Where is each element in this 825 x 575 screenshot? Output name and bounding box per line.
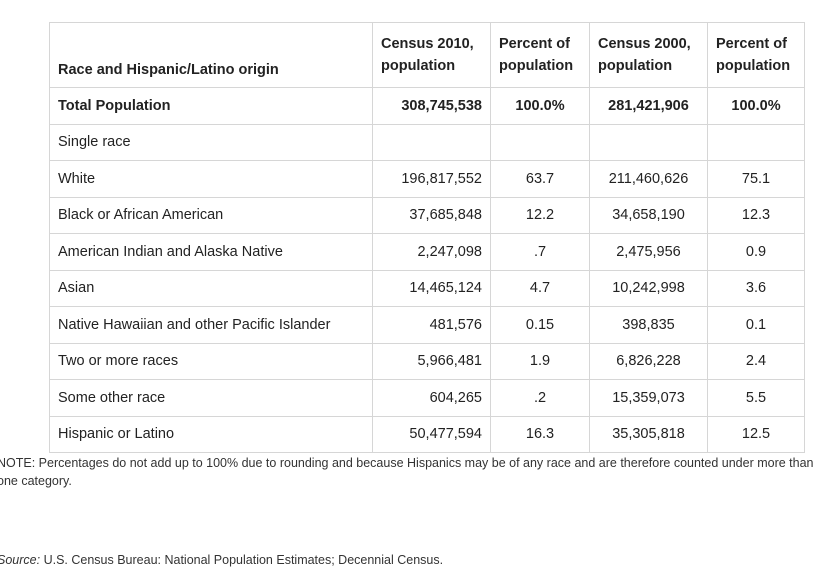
cell-census-2010: 308,745,538 — [372, 87, 491, 125]
table-row: Asian 14,465,124 4.7 10,242,998 3.6 — [49, 269, 805, 307]
cell-census-2000: 35,305,818 — [589, 415, 708, 453]
cell-census-2000: 34,658,190 — [589, 196, 708, 234]
cell-percent-2000: 12.3 — [707, 196, 805, 234]
cell-census-2010: 37,685,848 — [372, 196, 491, 234]
census-table: Race and Hispanic/Latino origin Census 2… — [49, 22, 805, 453]
cell-census-2010: 14,465,124 — [372, 269, 491, 307]
cell-census-2000: 211,460,626 — [589, 160, 708, 198]
cell-census-2010: 481,576 — [372, 306, 491, 344]
table-row: Some other race 604,265 .2 15,359,073 5.… — [49, 379, 805, 417]
header-percent-2000: Percent of population — [707, 22, 805, 88]
table-row: Total Population 308,745,538 100.0% 281,… — [49, 87, 805, 125]
row-label: Two or more races — [49, 342, 373, 380]
table-row: Two or more races 5,966,481 1.9 6,826,22… — [49, 342, 805, 380]
row-label: Asian — [49, 269, 373, 307]
row-label: Single race — [49, 123, 373, 161]
source-text: U.S. Census Bureau: National Population … — [43, 553, 444, 567]
cell-census-2000: 10,242,998 — [589, 269, 708, 307]
cell-percent-2010: 1.9 — [490, 342, 590, 380]
row-label: Native Hawaiian and other Pacific Island… — [49, 306, 373, 344]
table-row: American Indian and Alaska Native 2,247,… — [49, 233, 805, 271]
cell-census-2000: 398,835 — [589, 306, 708, 344]
cell-census-2010 — [372, 123, 491, 161]
cell-percent-2000: 2.4 — [707, 342, 805, 380]
header-race-origin: Race and Hispanic/Latino origin — [49, 22, 373, 88]
row-label: Hispanic or Latino — [49, 415, 373, 453]
cell-census-2000: 2,475,956 — [589, 233, 708, 271]
table-row: Hispanic or Latino 50,477,594 16.3 35,30… — [49, 415, 805, 453]
table-row: Single race — [49, 123, 805, 161]
table-row: White 196,817,552 63.7 211,460,626 75.1 — [49, 160, 805, 198]
cell-percent-2010: 100.0% — [490, 87, 590, 125]
cell-percent-2000: 3.6 — [707, 269, 805, 307]
header-percent-2010: Percent of population — [490, 22, 590, 88]
cell-percent-2010: .7 — [490, 233, 590, 271]
cell-census-2010: 196,817,552 — [372, 160, 491, 198]
cell-percent-2000: 5.5 — [707, 379, 805, 417]
row-label: Some other race — [49, 379, 373, 417]
cell-census-2000 — [589, 123, 708, 161]
cell-percent-2000: 100.0% — [707, 87, 805, 125]
footnote: NOTE: Percentages do not add up to 100% … — [0, 456, 814, 488]
cell-percent-2010: 4.7 — [490, 269, 590, 307]
cell-percent-2000: 0.1 — [707, 306, 805, 344]
cell-percent-2000 — [707, 123, 805, 161]
cell-census-2000: 6,826,228 — [589, 342, 708, 380]
cell-percent-2010: .2 — [490, 379, 590, 417]
table-row: Native Hawaiian and other Pacific Island… — [49, 306, 805, 344]
row-label: Total Population — [49, 87, 373, 125]
source-label: Source: — [0, 553, 41, 567]
table-row: Black or African American 37,685,848 12.… — [49, 196, 805, 234]
header-census-2010: Census 2010, population — [372, 22, 491, 88]
cell-percent-2010: 16.3 — [490, 415, 590, 453]
cell-census-2010: 5,966,481 — [372, 342, 491, 380]
cell-census-2000: 15,359,073 — [589, 379, 708, 417]
header-census-2000: Census 2000, population — [589, 22, 708, 88]
cell-percent-2000: 0.9 — [707, 233, 805, 271]
cell-census-2010: 50,477,594 — [372, 415, 491, 453]
source-line: Source: U.S. Census Bureau: National Pop… — [0, 553, 443, 567]
cell-percent-2000: 75.1 — [707, 160, 805, 198]
cell-percent-2000: 12.5 — [707, 415, 805, 453]
cell-census-2000: 281,421,906 — [589, 87, 708, 125]
cell-percent-2010: 0.15 — [490, 306, 590, 344]
cell-census-2010: 604,265 — [372, 379, 491, 417]
table-header-row: Race and Hispanic/Latino origin Census 2… — [49, 22, 805, 88]
row-label: White — [49, 160, 373, 198]
row-label: American Indian and Alaska Native — [49, 233, 373, 271]
cell-percent-2010 — [490, 123, 590, 161]
cell-percent-2010: 63.7 — [490, 160, 590, 198]
cell-percent-2010: 12.2 — [490, 196, 590, 234]
row-label: Black or African American — [49, 196, 373, 234]
cell-census-2010: 2,247,098 — [372, 233, 491, 271]
